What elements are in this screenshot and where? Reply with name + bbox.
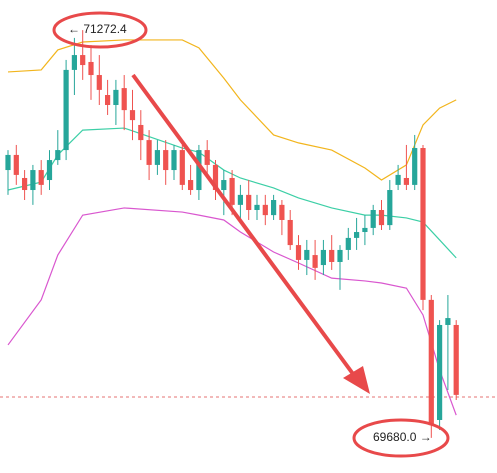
candle-body [212, 164, 219, 191]
candle-body [354, 232, 360, 238]
candle-body [254, 204, 260, 210]
candle-body [378, 209, 385, 226]
candle-body [420, 148, 426, 300]
band-line [7, 127, 457, 259]
candle-body [146, 140, 152, 165]
candle-body [412, 148, 418, 185]
candle-body [304, 249, 310, 260]
candle-body [287, 219, 293, 246]
candle-body [196, 150, 202, 191]
candle-body [345, 237, 351, 250]
band-line [7, 39, 457, 181]
candle-body [445, 318, 451, 325]
candle-body [129, 110, 136, 121]
high-label: ← 71272.4 [68, 22, 127, 36]
candle-body [30, 170, 36, 191]
candle-body [38, 170, 44, 185]
candle-body [179, 150, 185, 185]
candle-body [5, 154, 11, 171]
candle-body [246, 194, 252, 210]
candle-body [362, 227, 368, 233]
candle-body [271, 200, 277, 216]
candle-body [171, 150, 177, 171]
candle-body [329, 249, 335, 262]
candle-body [113, 89, 119, 105]
candle-body [262, 204, 268, 216]
candle-body [163, 150, 169, 171]
candle-body [312, 255, 318, 268]
plot [0, 30, 497, 438]
candle-body [237, 194, 243, 205]
candle-body [71, 55, 77, 70]
trend-arrow [131, 73, 358, 380]
low-circle [352, 418, 450, 458]
candle-body [204, 150, 210, 165]
candle-body [55, 150, 61, 161]
candle-body [121, 88, 127, 111]
candle-body [188, 180, 194, 191]
candle-body [88, 61, 94, 76]
candle-body [80, 55, 86, 66]
candle-body [46, 160, 53, 181]
candle-body [428, 299, 434, 426]
candle-body [154, 150, 160, 165]
low-label: 69680.0 → [373, 430, 432, 444]
candle-body [279, 204, 285, 220]
candle-body [403, 177, 409, 185]
candle-body [63, 69, 69, 151]
high-circle [52, 11, 148, 49]
trend-arrowhead [343, 366, 370, 394]
candle-body [138, 124, 144, 141]
candle-body [22, 177, 28, 191]
candle-body [221, 180, 227, 191]
candle-body [387, 190, 393, 226]
candle-body [229, 177, 235, 205]
candle-body [395, 174, 401, 185]
candle-body [437, 324, 443, 420]
candle-body [320, 249, 326, 266]
candle-body [370, 209, 376, 228]
candle-body [96, 75, 102, 90]
candle-body [337, 249, 343, 262]
candle-body [453, 324, 459, 395]
candle-body [105, 95, 111, 105]
candle-body [13, 154, 19, 175]
candle-body [295, 245, 302, 260]
